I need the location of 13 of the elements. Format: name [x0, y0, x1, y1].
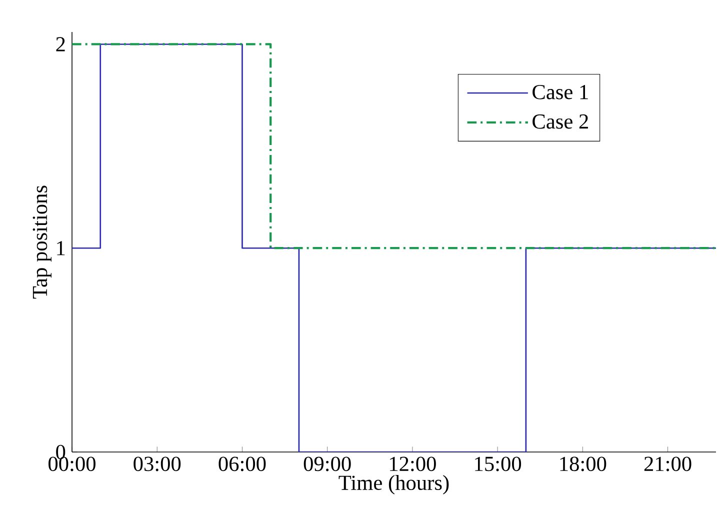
y-tick-label: 1 — [57, 241, 65, 256]
legend-label: Case 2 — [532, 114, 588, 129]
x-tick-label: 06:00 — [218, 456, 266, 472]
x-tick-label: 12:00 — [390, 456, 436, 472]
y-tick-label: 2 — [56, 37, 65, 52]
x-tick-label: 18:00 — [560, 456, 606, 472]
x-tick-label: 09:00 — [304, 456, 351, 472]
y-axis-title: Tap positions — [32, 186, 52, 299]
x-tick-label: 03:00 — [134, 456, 181, 472]
x-tick-label: 15:00 — [475, 456, 522, 472]
x-axis-title: Time (hours) — [338, 475, 449, 494]
x-tick-label: 21:00 — [644, 456, 692, 472]
legend-label: Case 1 — [532, 84, 588, 100]
